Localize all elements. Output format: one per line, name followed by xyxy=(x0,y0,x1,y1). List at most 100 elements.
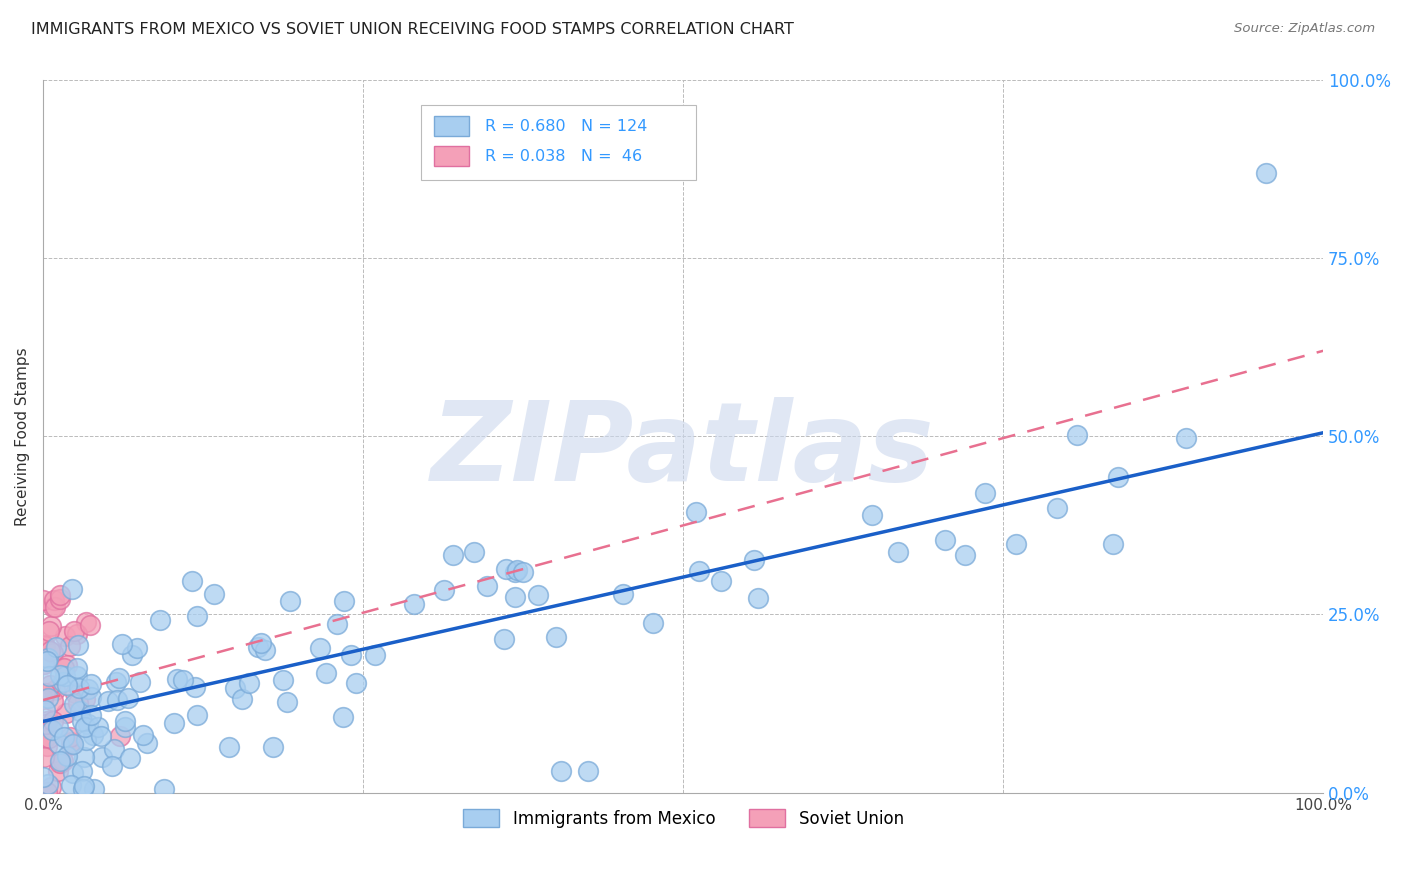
Point xyxy=(332,709,354,723)
Point xyxy=(80,708,103,723)
Point xyxy=(76,716,98,731)
Point xyxy=(67,681,90,695)
Point xyxy=(34,731,56,745)
Point xyxy=(503,591,526,605)
Point xyxy=(66,627,89,641)
Point xyxy=(83,782,105,797)
Point xyxy=(38,624,60,639)
Point xyxy=(49,756,72,771)
Point xyxy=(254,642,277,657)
Point xyxy=(463,544,485,558)
Point xyxy=(685,505,707,519)
Point xyxy=(35,785,58,799)
Text: ZIPatlas: ZIPatlas xyxy=(432,397,935,504)
Point xyxy=(41,723,63,738)
Point xyxy=(39,619,62,633)
Point xyxy=(576,764,599,779)
Point xyxy=(114,720,136,734)
Point xyxy=(72,782,94,797)
Point xyxy=(163,715,186,730)
Point xyxy=(49,667,72,681)
Point xyxy=(544,630,567,644)
Point xyxy=(52,730,75,744)
Point xyxy=(512,566,534,580)
Point xyxy=(52,674,75,689)
Point xyxy=(35,654,58,668)
Point xyxy=(166,672,188,686)
Point xyxy=(48,588,70,602)
Point xyxy=(641,615,664,630)
Point xyxy=(441,548,464,562)
Point xyxy=(276,695,298,709)
Text: Source: ZipAtlas.com: Source: ZipAtlas.com xyxy=(1234,22,1375,36)
Point xyxy=(224,681,246,695)
Point xyxy=(34,703,56,717)
Point xyxy=(104,675,127,690)
Point xyxy=(60,582,83,596)
Point xyxy=(44,600,66,615)
Point xyxy=(60,778,83,792)
FancyBboxPatch shape xyxy=(433,146,470,166)
Point xyxy=(105,693,128,707)
Point xyxy=(67,639,90,653)
Point xyxy=(73,720,96,734)
Point xyxy=(37,690,59,705)
Point xyxy=(475,579,498,593)
Point xyxy=(75,615,97,629)
Point xyxy=(55,706,77,720)
Point xyxy=(184,680,207,694)
Point xyxy=(1046,500,1069,515)
Point xyxy=(66,661,89,675)
Point xyxy=(42,593,65,607)
Point xyxy=(250,636,273,650)
Point xyxy=(246,640,269,655)
Point xyxy=(108,671,131,685)
Point xyxy=(344,675,367,690)
Point xyxy=(121,648,143,663)
Point xyxy=(42,646,65,660)
Point xyxy=(503,565,526,579)
Point xyxy=(38,731,60,745)
Point xyxy=(262,739,284,754)
Point xyxy=(1066,427,1088,442)
Point xyxy=(114,714,136,728)
Point xyxy=(49,755,72,769)
Point xyxy=(688,564,710,578)
Point xyxy=(103,741,125,756)
Point xyxy=(278,594,301,608)
Point xyxy=(973,485,995,500)
Point xyxy=(48,737,70,751)
Point xyxy=(186,708,208,723)
Point xyxy=(271,673,294,688)
Point xyxy=(79,677,101,691)
Point xyxy=(404,597,426,611)
Point xyxy=(136,736,159,750)
Point xyxy=(62,737,84,751)
Text: R = 0.680   N = 124: R = 0.680 N = 124 xyxy=(485,119,647,134)
Point xyxy=(204,587,226,601)
Point xyxy=(35,714,58,729)
Point xyxy=(710,574,733,588)
Point xyxy=(153,782,176,797)
Point xyxy=(62,765,84,780)
Point xyxy=(34,686,56,700)
Point xyxy=(111,637,134,651)
Point xyxy=(315,665,337,680)
Point xyxy=(72,749,94,764)
Point xyxy=(125,640,148,655)
Text: R = 0.038   N =  46: R = 0.038 N = 46 xyxy=(485,149,643,164)
Point xyxy=(35,717,58,731)
Point xyxy=(37,739,59,753)
Point xyxy=(52,661,75,675)
Point xyxy=(70,764,93,779)
Point xyxy=(117,691,139,706)
Point xyxy=(1102,537,1125,551)
Point xyxy=(59,730,82,744)
Point xyxy=(42,714,65,728)
Point xyxy=(79,618,101,632)
Point xyxy=(32,657,55,671)
Point xyxy=(49,592,72,607)
Point xyxy=(82,728,104,742)
Point xyxy=(492,632,515,647)
Point xyxy=(73,780,96,794)
